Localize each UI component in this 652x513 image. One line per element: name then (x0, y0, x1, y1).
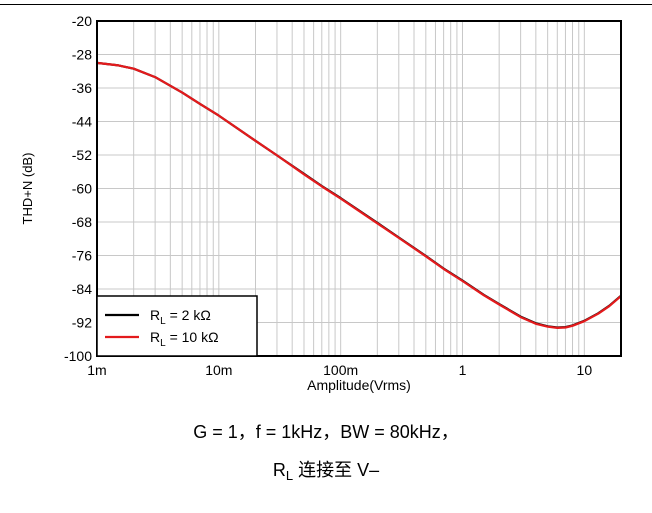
x-tick-label: 100m (323, 362, 358, 378)
x-tick-labels: 1m 10m 100m 1 10 (87, 362, 592, 378)
legend-box (96, 295, 258, 357)
legend-label: RL = 2 kΩ (150, 307, 211, 327)
x-tick-label: 1m (87, 362, 106, 378)
caption-conditions: G = 1，f = 1kHz，BW = 80kHz， (193, 422, 459, 442)
legend-label: RL = 10 kΩ (150, 329, 219, 349)
y-tick-label: -20 (72, 13, 92, 29)
y-tick-label: -92 (72, 315, 92, 331)
top-rule (0, 4, 652, 5)
plot-frame (96, 20, 622, 357)
caption-load-connection: RL 连接至 V– (0, 456, 652, 483)
y-tick-label: -76 (72, 248, 92, 264)
caption-subscript: L (285, 468, 294, 483)
y-tick-label: -100 (64, 348, 92, 364)
series-line-1 (96, 61, 622, 329)
series-line-2 (96, 61, 622, 329)
caption-rest: 连接至 V– (293, 460, 380, 480)
y-axis-label: THD+N (dB) (20, 153, 35, 225)
x-tick-label: 1 (459, 362, 467, 378)
y-tick-label: -44 (72, 114, 92, 130)
y-tick-label: -60 (72, 181, 92, 197)
y-tick-label: -68 (72, 214, 92, 230)
x-tick-label: 10 (577, 362, 593, 378)
series-layer (96, 61, 622, 329)
caption-r: R (272, 460, 286, 480)
y-tick-label: -84 (72, 281, 92, 297)
x-tick-label: 10m (205, 362, 232, 378)
y-tick-label: -36 (72, 80, 92, 96)
y-tick-label: -28 (72, 47, 92, 63)
y-tick-label: -52 (72, 147, 92, 163)
x-axis-label: Amplitude(Vrms) (307, 377, 411, 393)
thd-vs-amplitude-chart: -20 -28 -36 -44 -52 -60 -68 -76 -84 -92 -100 1m 10m… (20, 13, 622, 393)
y-tick-labels: -20 -28 -36 -44 -52 -60 -68 -76 -84 -92 -100 (64, 13, 92, 364)
